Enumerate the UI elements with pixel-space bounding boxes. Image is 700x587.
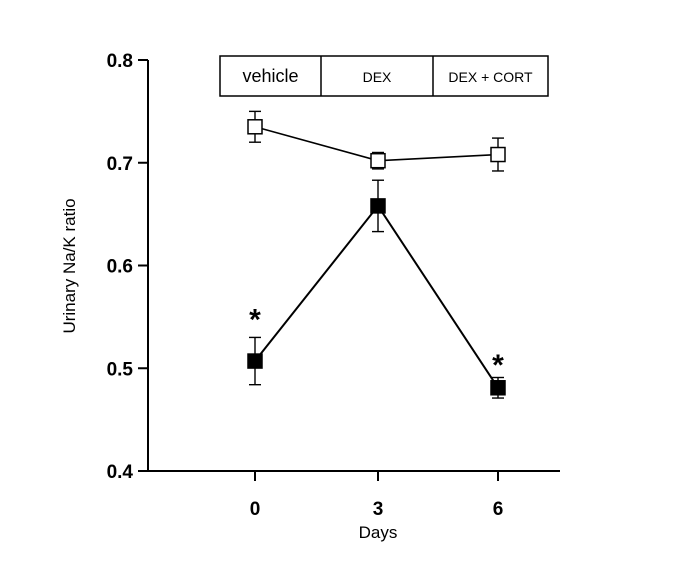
x-ticks: 0 3 6 bbox=[250, 471, 504, 520]
axes bbox=[147, 60, 560, 472]
data-point-open-square bbox=[247, 119, 263, 135]
series-group bbox=[247, 110, 506, 399]
phase-label: DEX bbox=[363, 69, 392, 85]
significance-asterisk: * bbox=[249, 304, 261, 337]
y-tick-label: 0.7 bbox=[107, 154, 133, 175]
x-tick-label: 6 bbox=[493, 499, 504, 520]
data-point-filled-square bbox=[247, 353, 263, 369]
data-point-filled-square bbox=[370, 198, 386, 214]
data-point-open-square bbox=[370, 152, 386, 169]
phase-bar-frame bbox=[219, 55, 549, 97]
x-axis-title: Days bbox=[359, 523, 398, 542]
phase-label: DEX + CORT bbox=[448, 69, 533, 85]
y-ticks: 0.4 0.5 0.6 0.7 0.8 bbox=[107, 51, 148, 483]
phase-label: vehicle bbox=[242, 66, 298, 86]
y-tick-label: 0.8 bbox=[107, 51, 133, 72]
data-point-open-square bbox=[490, 146, 506, 163]
phase-bar: vehicle DEX DEX + CORT bbox=[219, 55, 549, 97]
significance-asterisk: * bbox=[492, 349, 504, 382]
y-tick-label: 0.5 bbox=[107, 359, 134, 380]
x-tick-label: 3 bbox=[373, 499, 384, 520]
data-point-filled-square bbox=[490, 380, 506, 396]
y-axis-title: Urinary Na/K ratio bbox=[60, 198, 79, 333]
y-tick-label: 0.4 bbox=[107, 462, 134, 483]
annotations: ** bbox=[249, 304, 504, 382]
series-line bbox=[254, 204, 499, 389]
y-tick-label: 0.6 bbox=[107, 257, 133, 278]
x-tick-label: 0 bbox=[250, 499, 261, 520]
